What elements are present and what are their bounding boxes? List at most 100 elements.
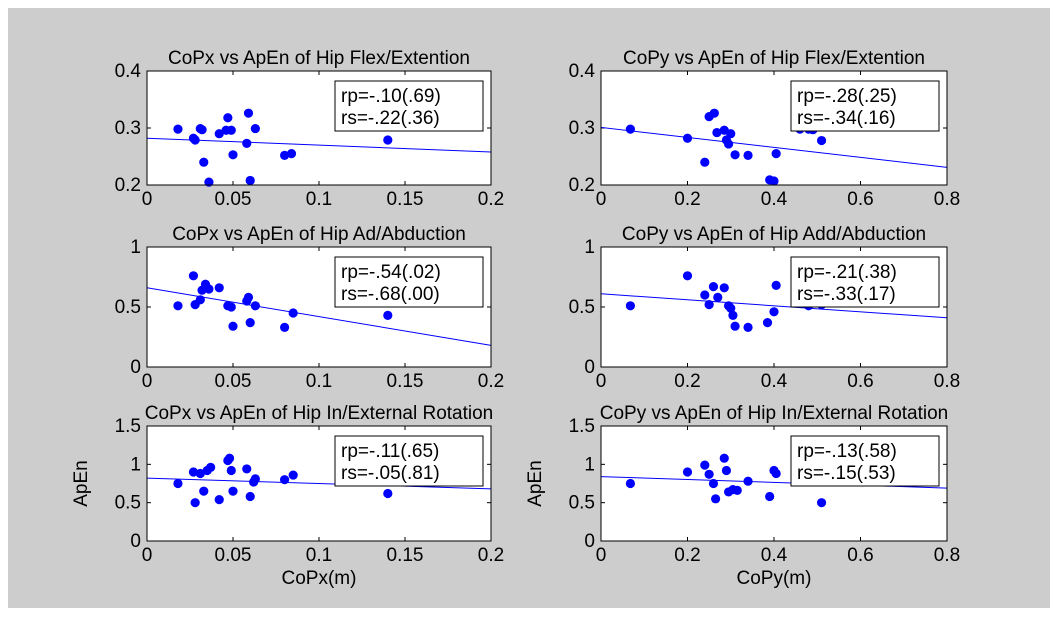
- x-tick-label: 0: [596, 371, 607, 392]
- data-point: [190, 498, 200, 508]
- chart-title: CoPy vs ApEn of Hip In/External Rotation: [600, 403, 949, 424]
- x-axis-label: CoPy(m): [737, 568, 812, 589]
- data-point: [383, 488, 393, 499]
- annotation-text: rp=-.54(.02): [341, 262, 441, 283]
- y-tick-label: 0.3: [569, 118, 595, 139]
- data-point: [743, 150, 753, 160]
- y-axis-label: ApEn: [71, 460, 92, 506]
- annotation-box: [790, 80, 940, 132]
- chart-title: CoPy vs ApEn of Hip Flex/Extention: [623, 48, 925, 69]
- annotation-text: rs=-.33(.17): [797, 284, 896, 305]
- x-tick-label: 0.8: [934, 189, 960, 210]
- data-point: [762, 318, 773, 328]
- data-point: [704, 300, 714, 310]
- annotation-box: [334, 256, 484, 308]
- axes-frame: [600, 246, 948, 368]
- data-point: [214, 129, 224, 139]
- x-tick-label: 0.1: [306, 545, 332, 566]
- data-point: [224, 453, 235, 463]
- data-point: [719, 453, 729, 463]
- data-point: [280, 322, 290, 332]
- data-point: [280, 475, 290, 485]
- x-tick-label: 0.6: [847, 545, 873, 566]
- subplot-4: CoPy vs ApEn of Hip Add/Abduction 0 0.2 0.4…: [569, 224, 961, 392]
- y-tick-label: 0.5: [569, 297, 595, 318]
- annotation-text: rp=-.21(.38): [797, 262, 897, 283]
- annotation-text: rs=-.05(.81): [341, 463, 440, 484]
- data-point: [765, 491, 775, 502]
- y-tick-label: 1.5: [569, 416, 595, 437]
- regression-line: [146, 477, 492, 490]
- x-axis-label: CoPx(m): [282, 568, 357, 589]
- data-point: [383, 310, 393, 320]
- data-point: [214, 283, 224, 293]
- data-point: [708, 478, 719, 489]
- y-tick-label: 1: [584, 454, 595, 475]
- data-point: [730, 321, 740, 331]
- axes-frame: [600, 70, 948, 186]
- annotation-box: [790, 435, 940, 487]
- subplot-3: CoPx vs ApEn of Hip Ad/Abduction 0 0.05 0.1…: [115, 224, 505, 392]
- x-tick-label: 0.1: [306, 189, 332, 210]
- data-point: [726, 303, 736, 313]
- data-point: [682, 467, 693, 477]
- data-point: [625, 124, 636, 134]
- y-tick-label: 0.2: [569, 175, 595, 196]
- annotation-text: rp=-.28(.25): [797, 86, 897, 107]
- y-tick-label: 0.4: [569, 61, 596, 82]
- data-point: [700, 290, 710, 300]
- data-point: [173, 124, 183, 134]
- data-point: [732, 485, 742, 495]
- data-point: [771, 468, 781, 479]
- chart-title: CoPx vs ApEn of Hip In/External Rotation: [145, 403, 494, 424]
- data-point: [206, 462, 216, 472]
- x-tick-label: 0.4: [761, 371, 788, 392]
- data-point: [242, 138, 252, 148]
- y-axis-label: ApEn: [525, 460, 546, 506]
- y-tick-label: 0.5: [569, 493, 595, 514]
- axes-frame: [146, 425, 492, 542]
- data-point: [245, 175, 255, 186]
- regression-line: [600, 126, 948, 168]
- annotation-text: rp=-.11(.65): [341, 441, 439, 462]
- data-point: [288, 470, 298, 480]
- data-point: [712, 127, 722, 138]
- data-point: [195, 295, 205, 305]
- annotation-text: rp=-.10(.69): [341, 86, 441, 107]
- data-point: [188, 467, 199, 477]
- data-point: [226, 465, 236, 476]
- x-tick-label: 0.2: [478, 189, 504, 210]
- data-point: [700, 460, 710, 470]
- regression-line: [146, 137, 492, 153]
- subplot-6: CoPy vs ApEn of Hip In/External Rotation…: [525, 403, 960, 589]
- data-point: [226, 302, 236, 312]
- data-point: [816, 135, 827, 146]
- chart-title: CoPx vs ApEn of Hip Flex/Extention: [168, 48, 470, 69]
- x-tick-label: 0.6: [847, 371, 873, 392]
- data-point: [204, 177, 214, 187]
- x-tick-label: 0.1: [306, 371, 332, 392]
- data-point: [726, 129, 736, 139]
- y-tick-label: 1: [130, 454, 141, 475]
- x-tick-label: 0.2: [674, 545, 700, 566]
- annotation-text: rs=-.68(.00): [341, 284, 440, 305]
- x-tick-label: 0.15: [387, 545, 424, 566]
- data-point: [173, 478, 183, 489]
- x-tick-label: 0.2: [478, 545, 504, 566]
- y-tick-label: 1: [130, 237, 141, 258]
- axes-frame: [600, 425, 948, 542]
- y-tick-label: 0.5: [115, 297, 141, 318]
- data-point: [250, 301, 260, 311]
- data-point: [708, 282, 719, 292]
- data-point: [243, 292, 254, 302]
- data-point: [226, 125, 236, 135]
- data-point: [288, 308, 298, 318]
- data-point: [242, 464, 252, 474]
- y-tick-label: 0: [584, 357, 595, 378]
- annotation-box: [334, 435, 484, 487]
- data-point: [743, 476, 753, 486]
- x-tick-label: 0.8: [934, 371, 960, 392]
- data-point: [769, 307, 779, 317]
- data-point: [245, 318, 255, 328]
